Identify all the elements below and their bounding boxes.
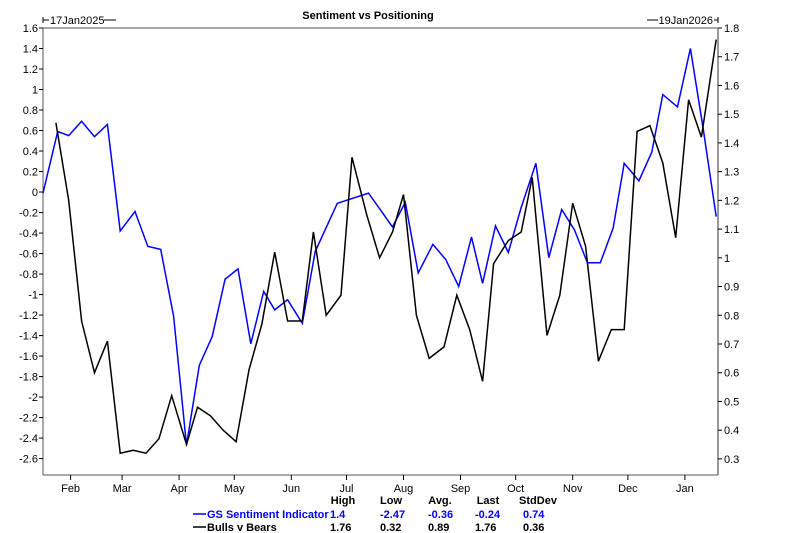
header-low: Low <box>380 495 402 507</box>
left-tick-label: 0.4 <box>23 146 38 158</box>
right-tick-label: 1 <box>724 253 730 265</box>
right-tick-label: 1.3 <box>724 167 739 179</box>
date-range-labels: 17Jan2025 19Jan2026 <box>42 15 719 27</box>
gs-sentiment-line <box>42 48 717 446</box>
bb-avg: 0.89 <box>428 522 449 533</box>
left-tick-label: -2.4 <box>19 433 38 445</box>
left-tick-label: 0.2 <box>23 167 38 179</box>
right-tick-label: 0.7 <box>724 339 739 351</box>
left-tick-label: -0.4 <box>19 228 38 240</box>
header-high: High <box>331 495 356 507</box>
left-tick-label: -2.6 <box>19 454 38 466</box>
gs-high: 1.4 <box>330 509 346 521</box>
right-tick-label: 0.8 <box>724 310 739 322</box>
right-tick-label: 0.4 <box>724 425 739 437</box>
month-tick-label: Jul <box>339 483 353 495</box>
gs-last: -0.24 <box>475 509 501 521</box>
left-tick-label: 0.8 <box>23 105 38 117</box>
right-tick-label: 0.3 <box>724 454 739 466</box>
series-lines <box>42 39 717 455</box>
bb-low: 0.32 <box>380 522 401 533</box>
right-tick-label: 1.8 <box>724 23 739 35</box>
month-tick-label: Jan <box>676 483 694 495</box>
start-date-label: 17Jan2025 <box>50 15 104 27</box>
left-tick-label: 1.4 <box>23 44 38 56</box>
legend-label-bulls-v-bears: Bulls v Bears <box>207 522 277 533</box>
month-tick-label: Apr <box>171 483 188 495</box>
header-avg: Avg. <box>428 495 451 507</box>
bb-last: 1.76 <box>475 522 496 533</box>
left-tick-label: -1.8 <box>19 372 38 384</box>
left-tick-label: -2 <box>28 392 38 404</box>
right-tick-label: 1.4 <box>724 138 739 150</box>
left-tick-label: -1.6 <box>19 351 38 363</box>
month-tick-label: Jun <box>282 483 300 495</box>
left-tick-label: -1.2 <box>19 310 38 322</box>
plot-frame <box>42 27 719 476</box>
right-tick-label: 1.6 <box>724 80 739 92</box>
chart-title: Sentiment vs Positioning <box>302 10 433 22</box>
legend-label-gs-sentiment: GS Sentiment Indicator <box>207 509 329 521</box>
left-tick-label: -0.6 <box>19 249 38 261</box>
month-tick-label: May <box>224 483 245 495</box>
bb-stddev: 0.36 <box>523 522 544 533</box>
month-tick-label: Feb <box>61 483 80 495</box>
header-stddev: StdDev <box>519 495 558 507</box>
month-tick-label: Dec <box>618 483 638 495</box>
axis-ticks: 1.6 1.4 1.2 1 0.8 0.6 0.4 0.2 0 -0.2 -0.4 -0.6 -0.8 -… <box>19 23 739 495</box>
left-tick-label: 1.2 <box>23 64 38 76</box>
left-tick-label: -0.8 <box>19 269 38 281</box>
left-tick-label: -2.2 <box>19 413 38 425</box>
left-tick-label: 1.6 <box>23 23 38 35</box>
left-tick-label: -0.2 <box>19 208 38 220</box>
right-tick-label: 0.6 <box>724 368 739 380</box>
month-tick-label: Oct <box>507 483 524 495</box>
bulls-v-bears-line <box>55 39 717 455</box>
left-tick-label: -1.4 <box>19 331 38 343</box>
right-tick-label: 1.1 <box>724 224 739 236</box>
gs-avg: -0.36 <box>428 509 453 521</box>
month-tick-label: Nov <box>563 483 583 495</box>
right-tick-label: 0.5 <box>724 396 739 408</box>
month-tick-label: Sep <box>451 483 471 495</box>
bb-high: 1.76 <box>330 522 351 533</box>
gs-low: -2.47 <box>380 509 405 521</box>
end-date-label: 19Jan2026 <box>659 15 713 27</box>
legend-stats-table: High Low Avg. Last StdDev GS Sentiment I… <box>193 495 558 533</box>
right-tick-label: 1.7 <box>724 52 739 64</box>
month-tick-label: Mar <box>113 483 132 495</box>
left-tick-label: 1 <box>32 85 38 97</box>
right-tick-label: 1.2 <box>724 195 739 207</box>
left-tick-label: 0.6 <box>23 126 38 138</box>
header-last: Last <box>477 495 500 507</box>
left-tick-label: -1 <box>28 290 38 302</box>
right-tick-label: 0.9 <box>724 282 739 294</box>
gs-stddev: 0.74 <box>523 509 545 521</box>
right-tick-label: 1.5 <box>724 109 739 121</box>
left-tick-label: 0 <box>32 187 38 199</box>
month-tick-label: Aug <box>394 483 414 495</box>
